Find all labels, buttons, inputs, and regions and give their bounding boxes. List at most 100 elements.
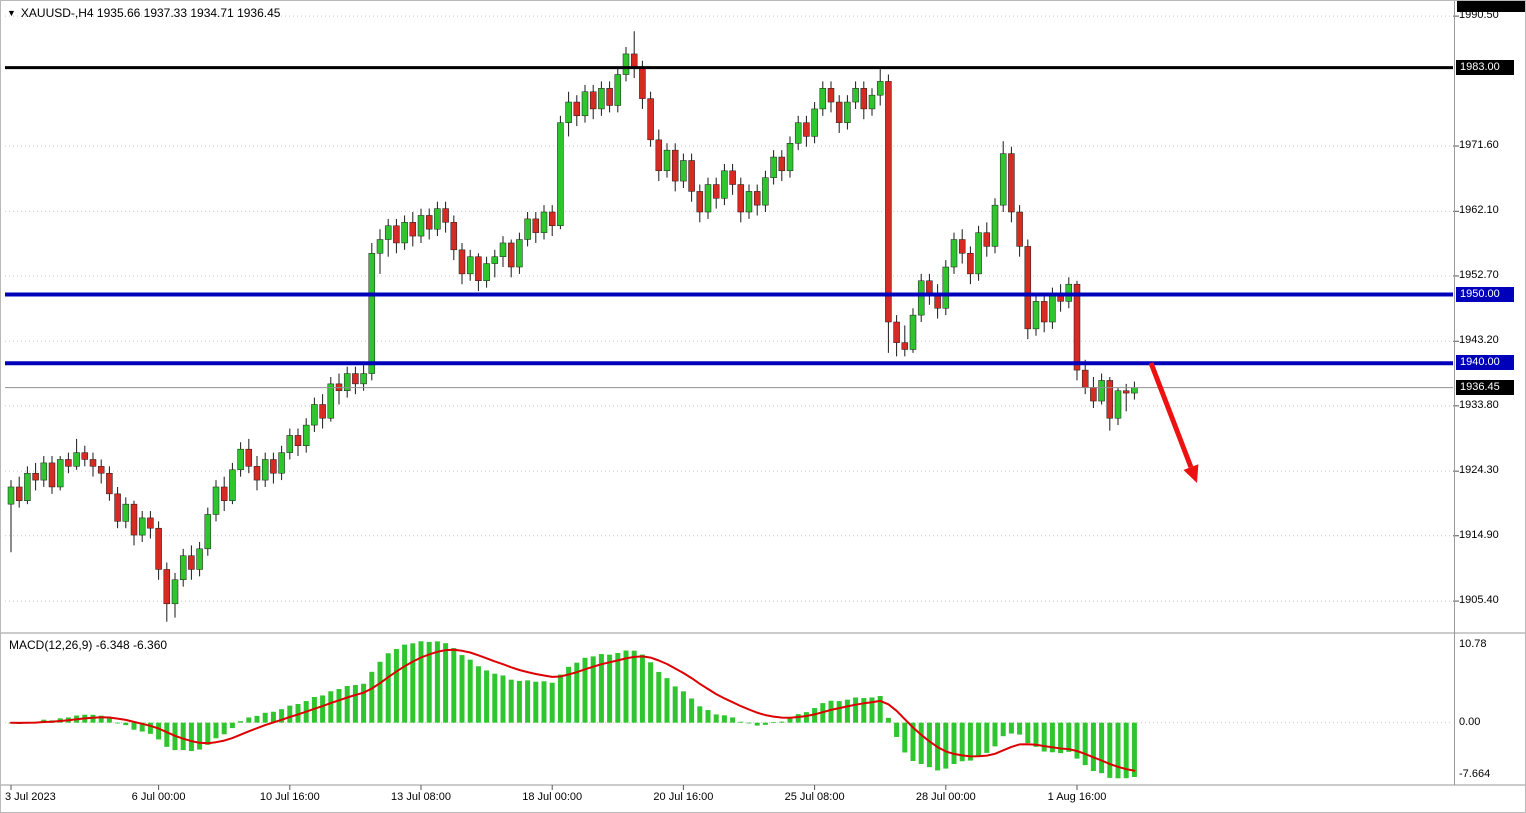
candle-body [885,81,892,323]
candle-body [721,170,728,199]
macd-indicator-label: MACD(12,26,9) -6.348 -6.360 [9,638,168,652]
candle-body [532,218,540,233]
candle-body [270,459,277,474]
candle-body [147,517,154,529]
price-tick-label: 1952.70 [1459,268,1499,281]
candle-body [811,108,818,137]
candle-body [7,486,15,505]
candle-body [1008,153,1015,213]
candle-body [1016,211,1023,247]
candle-body [163,569,171,605]
support-line-1940-label: 1940.00 [1456,355,1514,371]
candle-body [450,222,458,251]
candle-body [778,156,786,172]
price-tick-label: 1962.10 [1459,204,1499,217]
candle-body [876,81,884,96]
candle-body [327,383,335,419]
candle-body [73,452,80,467]
candle-body [196,548,203,570]
candle-body [1106,380,1114,419]
time-axis[interactable]: 3 Jul 2023 6 Jul 00:00 10 Jul 16:00 13 Jul … [1,789,1525,812]
candle-body [343,373,351,391]
candle-body [122,503,130,522]
candle-body [540,211,548,233]
candle-body [639,67,646,99]
sell-arrow-annotation[interactable] [1148,362,1199,483]
candle-body [696,191,704,213]
candle-body [114,493,121,522]
price-tick-label: 1933.80 [1459,398,1499,411]
candle-body [352,373,359,385]
candle-body [909,314,917,350]
candle-body [967,253,974,275]
candle-body [680,160,687,182]
candle-body [999,153,1007,206]
candle-body [868,94,876,110]
candle-body [581,91,589,117]
time-axis-label: 3 Jul 2023 [5,791,56,803]
candle-body [237,448,244,471]
candle-body [1032,301,1040,330]
candle-body [614,74,622,106]
candle-body [671,149,679,182]
candle-body [483,263,490,282]
candle-body [220,486,228,501]
candle-body [983,232,991,247]
candle-body [278,452,285,474]
candle-body [475,256,482,282]
candle-body [40,462,48,481]
candle-body [393,225,400,244]
candle-body [1114,390,1122,419]
candle-body [794,122,802,144]
candle-body [155,527,162,570]
current-price-line-label: 1936.45 [1456,379,1514,395]
candle-body [261,459,269,481]
price-tick-label: 1971.60 [1459,139,1499,152]
candle-body [138,517,146,536]
candle-body [622,53,630,75]
price-grid [5,15,1459,602]
candle-body [81,452,89,460]
price-axis[interactable]: 1990.50 1971.60 1962.10 1952.70 1943.20 1933.… [1455,1,1525,785]
candle-body [319,404,326,419]
candle-body [917,280,925,316]
candle-body [942,266,950,309]
candle-body [606,88,613,106]
candle-body [991,204,999,247]
candle-body [368,253,376,374]
candle-body [130,503,138,536]
symbol-marker-icon: ▼ [7,8,16,18]
candle-body [401,222,408,244]
candle-body [466,256,474,275]
candle-body [852,88,859,103]
candle-body [204,514,212,550]
candle-body [950,239,958,268]
candle-body [663,149,671,172]
time-axis-label: 10 Jul 16:00 [259,791,320,803]
candle-body [294,435,302,446]
candle-body [1131,387,1138,394]
candle-body [425,215,433,230]
candle-body [647,98,654,141]
candle-body [1122,390,1130,394]
time-axis-label: 1 Aug 16:00 [1047,791,1107,803]
candle-body [376,239,384,254]
candle-body [311,404,318,426]
candle-body [507,242,515,268]
candle-body [1081,369,1089,388]
candle-body [212,486,220,515]
candle-body [901,342,909,350]
candle-body [688,160,695,192]
candle-body [1024,246,1032,330]
price-tick-label: 1990.50 [1459,9,1499,22]
support-line-1950-label: 1950.00 [1456,286,1514,302]
candle-body [548,211,556,227]
candle-body [302,424,310,446]
macd-scale-label: 10.78 [1459,638,1487,650]
candle-body [97,466,105,474]
candle-body [458,249,466,275]
candle-body [106,472,113,495]
macd-signal-line [10,648,1136,772]
candle-body [417,215,425,237]
